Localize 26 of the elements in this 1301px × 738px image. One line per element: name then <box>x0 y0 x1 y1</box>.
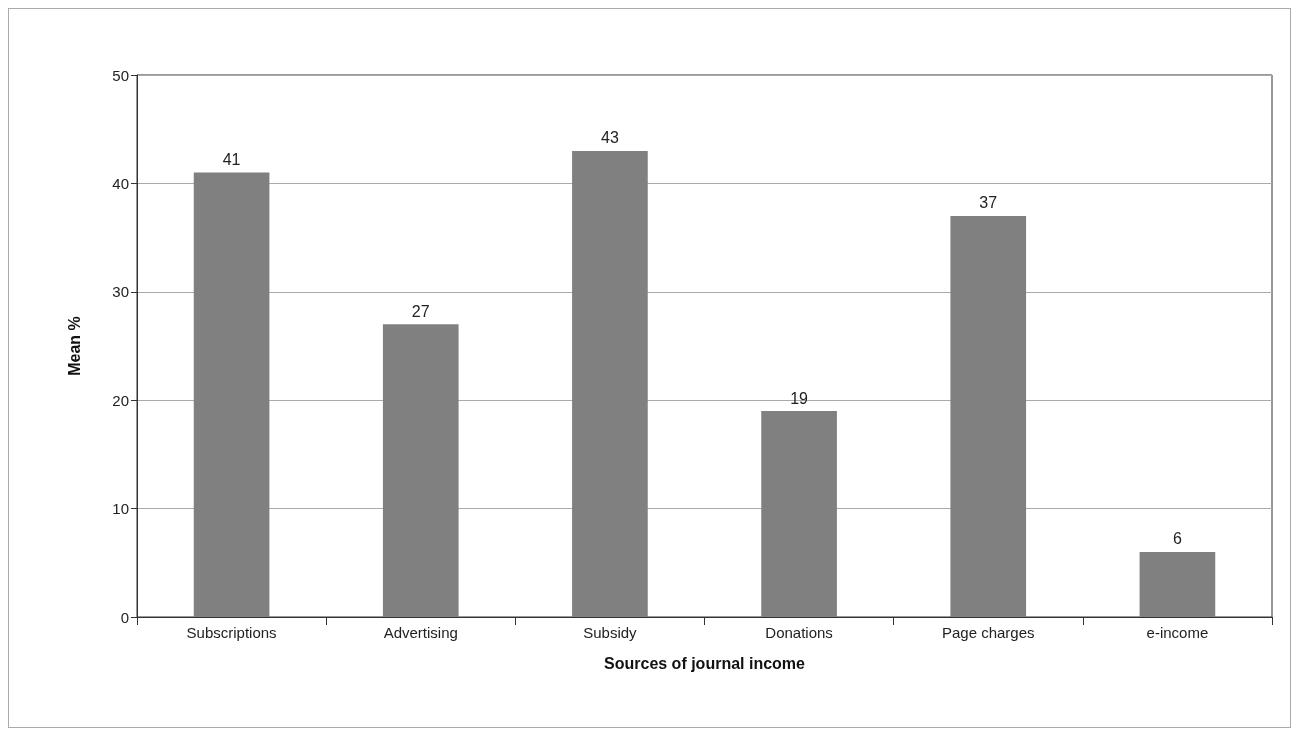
data-label: 37 <box>979 194 998 212</box>
data-label: 43 <box>601 129 619 147</box>
x-axis-title: Sources of journal income <box>604 654 806 672</box>
data-label: 6 <box>1172 530 1182 548</box>
bar <box>1139 551 1216 617</box>
bar <box>761 411 837 617</box>
x-tick-label: e-income <box>1146 624 1209 641</box>
bar <box>193 172 270 617</box>
x-tick-label: Page charges <box>941 624 1035 641</box>
y-tick-label: 30 <box>112 283 129 301</box>
bar <box>950 215 1027 617</box>
bar <box>572 150 648 617</box>
x-tick-label: Subscriptions <box>186 624 277 641</box>
y-axis-title: Mean % <box>65 316 83 376</box>
y-tick-label: 0 <box>120 608 129 626</box>
y-tick-label: 10 <box>112 500 129 518</box>
x-tick-label: Advertising <box>383 624 458 641</box>
y-tick-label: 40 <box>112 174 129 192</box>
y-tick-label: 20 <box>112 391 129 409</box>
data-label: 27 <box>411 302 430 320</box>
data-label: 41 <box>222 151 241 169</box>
x-tick-label: Subsidy <box>583 624 638 641</box>
data-label: 19 <box>790 389 809 407</box>
x-tick-label: Donations <box>765 624 833 641</box>
bar <box>382 324 459 617</box>
y-tick-label: 50 <box>112 66 129 84</box>
